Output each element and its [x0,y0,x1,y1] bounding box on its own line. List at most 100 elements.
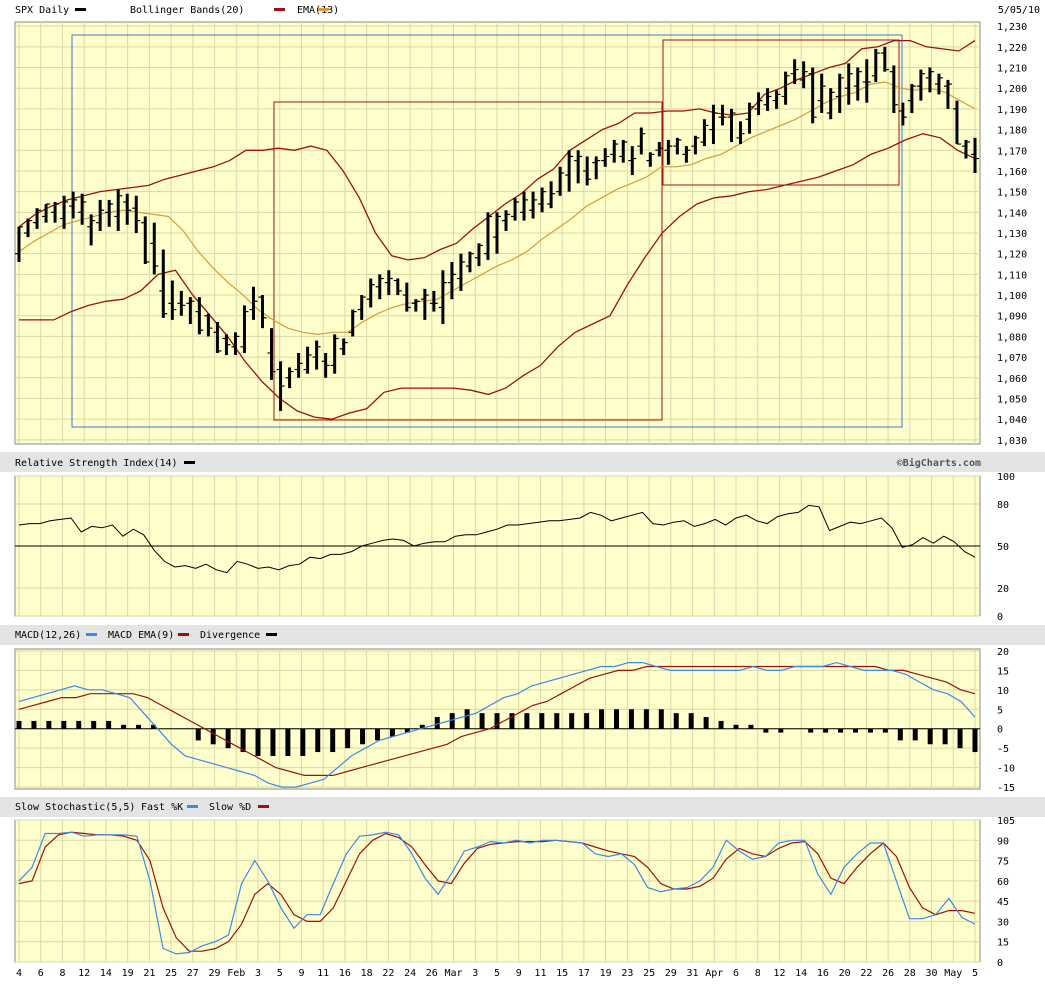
macd-divergence-bar [121,724,127,729]
x-tick-label: 22 [382,968,394,979]
macd-divergence-bar [763,728,769,733]
x-tick-label: 4 [16,968,22,979]
x-tick-label: 17 [578,968,590,979]
x-tick-label: 30 [926,968,938,979]
macd-divergence-bar [300,728,306,756]
x-tick-label: 16 [339,968,351,979]
x-tick-label: 14 [100,968,112,979]
x-tick-label: 14 [795,968,807,979]
legend-swatch-price [75,8,86,11]
x-tick-label: 5 [494,968,500,979]
macd-y-tick: 20 [997,647,1009,658]
macd-divergence-bar [658,709,664,729]
macd-divergence-bar [838,728,844,733]
macd-divergence-bar [479,713,485,729]
x-tick-label: May [944,968,962,979]
price-y-tick: 1,080 [997,332,1027,343]
macd-divergence-bar [225,728,231,749]
price-y-tick: 1,030 [997,436,1027,447]
macd-divergence-bar [91,720,97,729]
x-tick-label: 25 [643,968,655,979]
stoch-y-tick: 15 [997,938,1009,949]
macd-divergence-bar [419,724,425,729]
macd-divergence-bar [853,728,858,733]
price-y-tick: 1,170 [997,146,1027,157]
x-tick-label: 3 [472,968,478,979]
x-tick-label: 29 [665,968,677,979]
stoch-fast-k-line [18,831,976,955]
price-y-tick: 1,120 [997,250,1027,261]
x-tick-label: 31 [687,968,699,979]
x-tick-label: 27 [187,968,199,979]
macd-y-tick: 0 [997,725,1003,736]
macd-y-tick: -5 [997,744,1009,755]
legend-swatch-divergence [266,633,277,636]
macd-y-tick: -10 [997,764,1015,775]
stoch-label-bar [0,797,1045,817]
annotation-box-red [662,39,900,186]
price-y-tick: 1,230 [997,22,1027,33]
macd-divergence-bar [882,728,888,733]
stoch-title: Slow Stochastic(5,5) [15,802,135,813]
macd-divergence-bar [464,709,470,729]
x-tick-label: 23 [621,968,633,979]
ema-line [18,81,976,336]
rsi-y-tick: 0 [997,612,1003,623]
x-tick-label: Mar [445,968,463,979]
x-tick-label: 11 [534,968,546,979]
macd-divergence-bar [375,728,380,741]
macd-divergence-bar [524,713,530,729]
x-tick-label: 25 [165,968,177,979]
macd-divergence-bar [106,720,112,729]
macd-divergence-bar [539,713,545,729]
macd-y-tick: -15 [997,783,1015,794]
stoch-y-tick: 45 [997,897,1009,908]
price-y-tick: 1,160 [997,167,1027,178]
macd-divergence-bar [240,728,246,753]
x-tick-label: 12 [773,968,785,979]
price-y-tick: 1,040 [997,415,1027,426]
macd-divergence-bar [330,728,336,753]
x-tick-label: 16 [817,968,829,979]
macd-divergence-bar [942,728,948,745]
macd-y-tick: 10 [997,686,1009,697]
price-y-tick: 1,130 [997,229,1027,240]
rsi-label-bar [0,452,1045,472]
price-y-tick: 1,180 [997,126,1027,137]
x-tick-label: 5 [972,968,978,979]
macd-legend-label: MACD(12,26) [15,630,81,641]
stoch-fast-legend-label: Fast %K [141,802,183,813]
x-tick-label: 5 [277,968,283,979]
macd-divergence-bar [972,728,978,753]
macd-divergence-bar [673,713,679,729]
x-tick-label: 21 [143,968,155,979]
macd-divergence-bar [76,720,82,729]
macd-divergence-bar [718,720,724,729]
x-tick-label: 18 [361,968,373,979]
macd-divergence-bar [61,720,67,729]
macd-divergence-bar [434,717,440,729]
macd-signal-legend-label: MACD EMA(9) [108,630,174,641]
macd-divergence-bar [46,720,52,729]
macd-y-tick: 5 [997,705,1003,716]
bollinger-upper-line [18,39,976,261]
x-tick-label: 28 [904,968,916,979]
x-tick-label: Apr [705,968,723,979]
price-y-tick: 1,050 [997,394,1027,405]
macd-divergence-bar [554,713,560,729]
price-y-tick: 1,140 [997,208,1027,219]
macd-divergence-bar [345,728,351,749]
price-y-tick: 1,210 [997,64,1027,75]
x-tick-label: 6 [733,968,739,979]
stoch-y-tick: 90 [997,836,1009,847]
macd-divergence-bar [494,713,500,729]
annotation-box-red [273,101,663,421]
stoch-y-tick: 75 [997,857,1009,868]
macd-divergence-bar [389,728,395,737]
x-tick-label: 12 [78,968,90,979]
legend-bollinger-label: Bollinger Bands(20) [130,5,244,16]
macd-divergence-bar [808,728,814,733]
legend-swatch-bollinger [274,8,285,11]
x-tick-label: 8 [59,968,65,979]
